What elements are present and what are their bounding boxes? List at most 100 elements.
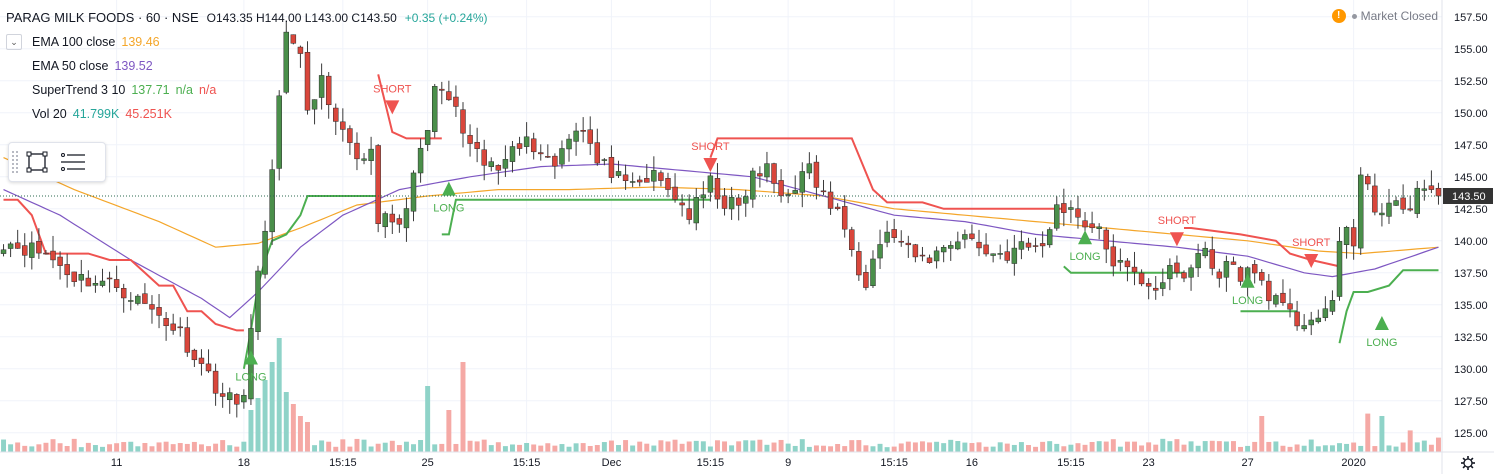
- legend-row[interactable]: EMA 50 close 139.52: [6, 54, 488, 78]
- last-price-badge: [1443, 188, 1493, 204]
- volume-bar: [1329, 445, 1335, 452]
- volume-bar: [1287, 446, 1293, 452]
- signal-label: LONG: [1232, 295, 1263, 307]
- long-signal: LONG: [433, 181, 464, 215]
- candle: [276, 95, 282, 169]
- x-tick-label: 9: [785, 457, 791, 469]
- volume-bar: [1245, 445, 1251, 452]
- candle: [1421, 188, 1428, 191]
- volume-bar: [927, 442, 932, 452]
- volume-bar: [1386, 445, 1392, 452]
- candle: [1124, 260, 1131, 268]
- supertrend-up-segment: [1338, 269, 1439, 344]
- volume-bar: [297, 416, 303, 452]
- volume-bar: [305, 422, 310, 452]
- volume-bar: [842, 446, 848, 452]
- candle: [530, 138, 537, 153]
- volume-bar: [1082, 444, 1088, 452]
- volume-bar: [135, 446, 141, 452]
- chart-legend: PARAG MILK FOODS · 60 · NSE O143.35 H144…: [6, 6, 488, 126]
- volume-bar: [1379, 416, 1385, 452]
- volume-bar: [432, 444, 438, 452]
- candle: [1160, 282, 1166, 289]
- volume-bar: [418, 440, 424, 452]
- market-status-label: Market Closed: [1360, 9, 1438, 23]
- candle: [502, 159, 509, 169]
- x-tick-label: 23: [1143, 457, 1155, 469]
- candle: [262, 230, 268, 275]
- price-axis: 125.00 127.50 130.00 132.50 135.00 137.50 140.…: [1441, 0, 1494, 474]
- volume-bar: [319, 440, 325, 452]
- volume-bar: [1040, 441, 1046, 452]
- indicator-name: EMA 100 close: [32, 35, 116, 49]
- candle: [1400, 197, 1406, 210]
- volume-bar: [1054, 443, 1060, 452]
- candle: [622, 174, 629, 181]
- volume-bar: [1139, 445, 1145, 452]
- signal-label: LONG: [235, 372, 266, 384]
- y-tick-label: 142.50: [1454, 204, 1488, 216]
- volume-bar: [743, 440, 749, 452]
- volume-bar: [898, 443, 904, 452]
- candle: [375, 145, 381, 224]
- legend-row[interactable]: SuperTrend 3 10 137.71 n/a n/a: [6, 78, 488, 102]
- volume-bar: [50, 439, 56, 452]
- drawing-toolbar[interactable]: [8, 142, 106, 182]
- legend-row[interactable]: ⌄ EMA 100 close 139.46: [6, 30, 488, 54]
- candle: [325, 75, 332, 106]
- legend-row[interactable]: Vol 20 41.799K 45.251K: [6, 102, 488, 126]
- candle: [1379, 212, 1385, 216]
- volume-bar: [375, 443, 381, 452]
- drag-handle-icon[interactable]: [11, 150, 19, 174]
- rectangle-select-icon[interactable]: [19, 144, 55, 180]
- collapse-chevron-icon[interactable]: ⌄: [6, 34, 22, 50]
- signal-label: LONG: [1069, 251, 1100, 263]
- y-tick-label: 125.00: [1454, 428, 1488, 440]
- candle: [106, 277, 113, 280]
- candle: [1336, 241, 1343, 297]
- volume-bar: [1096, 441, 1102, 452]
- supertrend-up-segment: [441, 198, 711, 236]
- volume-bar: [891, 446, 897, 452]
- volume-bar: [1216, 441, 1222, 452]
- candle: [735, 197, 742, 206]
- signal-label: LONG: [433, 203, 464, 215]
- candle: [933, 250, 940, 262]
- candle: [424, 130, 431, 145]
- warning-icon[interactable]: !: [1331, 9, 1346, 23]
- candle: [990, 253, 996, 256]
- ema-50-path: [3, 163, 1439, 319]
- volume-bar: [29, 446, 35, 452]
- volume-bar: [785, 443, 791, 452]
- candle: [1414, 187, 1420, 214]
- market-status[interactable]: ! Market Closed: [1331, 9, 1438, 23]
- candle: [891, 229, 897, 238]
- price-change: +0.35 (+0.24%): [404, 11, 488, 25]
- volume-bar: [1372, 446, 1378, 452]
- candle: [651, 170, 657, 182]
- candle: [14, 242, 21, 249]
- volume-bar: [495, 442, 501, 452]
- volume-bar: [707, 446, 713, 452]
- volume-bar: [983, 446, 989, 452]
- candle: [580, 130, 586, 132]
- indicator-name: Vol 20: [32, 107, 67, 121]
- time-axis: 11 18 15:15 25 15:15 Dec 15:15 9 15:15 16 15:15 23 2…: [0, 451, 1494, 470]
- volume-bar: [453, 443, 459, 452]
- volume-bar: [1026, 445, 1031, 452]
- volume-bar: [679, 443, 685, 452]
- volume-bar: [170, 444, 176, 452]
- indicator-value: n/a: [198, 83, 217, 97]
- supertrend-lines: [3, 74, 1439, 369]
- menu-lines-icon[interactable]: [55, 144, 91, 180]
- volume-bar: [1181, 444, 1187, 452]
- short-signal: SHORT: [1292, 237, 1331, 268]
- indicator-value: n/a: [175, 83, 193, 97]
- candle: [1350, 227, 1357, 247]
- candle: [608, 156, 615, 178]
- candle: [955, 241, 961, 250]
- volume-bar: [545, 443, 551, 452]
- volume-bar: [1351, 442, 1357, 452]
- volume-bar: [368, 446, 374, 452]
